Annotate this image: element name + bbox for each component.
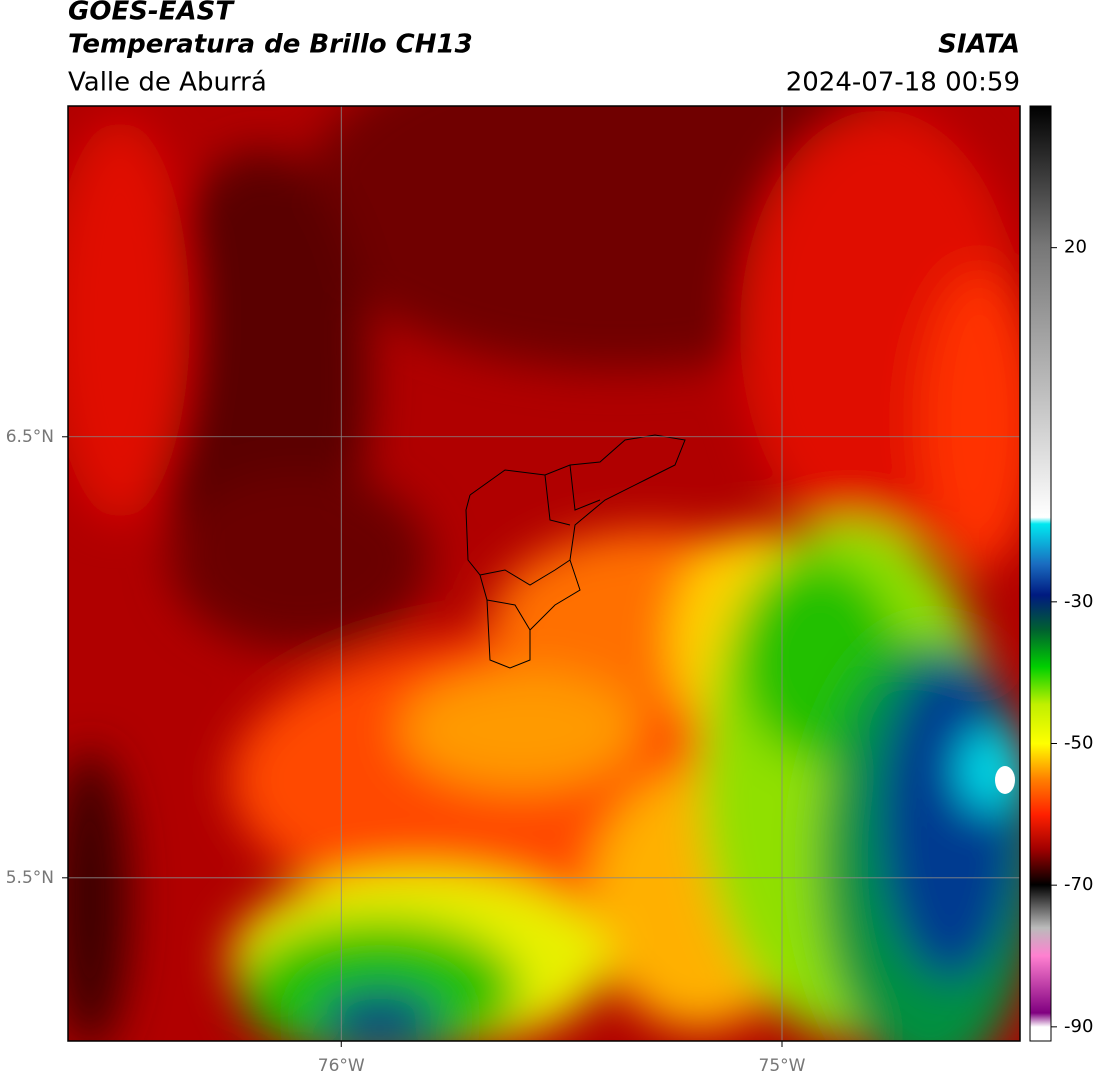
colorbar — [1029, 105, 1052, 1042]
datetime: 2024-07-18 00:59 — [786, 68, 1020, 98]
satellite-image — [68, 106, 1020, 1041]
y-tick-label: 5.5°N — [6, 868, 54, 888]
x-tick-label: 76°W — [318, 1056, 365, 1076]
grid — [68, 106, 1020, 1041]
x-tick-label: 75°W — [759, 1056, 806, 1076]
region: Valle de Aburrá — [68, 68, 267, 98]
subtitle: Temperatura de Brillo CH13 — [68, 30, 473, 60]
colorbar-tick-label: -90 — [1064, 1016, 1093, 1037]
colorbar-tick-label: -50 — [1064, 733, 1093, 754]
title: GOES-EAST — [68, 0, 235, 27]
colorbar-tick-label: -70 — [1064, 874, 1093, 895]
colorbar-tick-label: -30 — [1064, 591, 1093, 612]
colorbar-tick-label: 20 — [1064, 237, 1087, 258]
source: SIATA — [938, 30, 1020, 60]
y-tick-label: 6.5°N — [6, 427, 54, 447]
map-frame — [67, 105, 1021, 1042]
